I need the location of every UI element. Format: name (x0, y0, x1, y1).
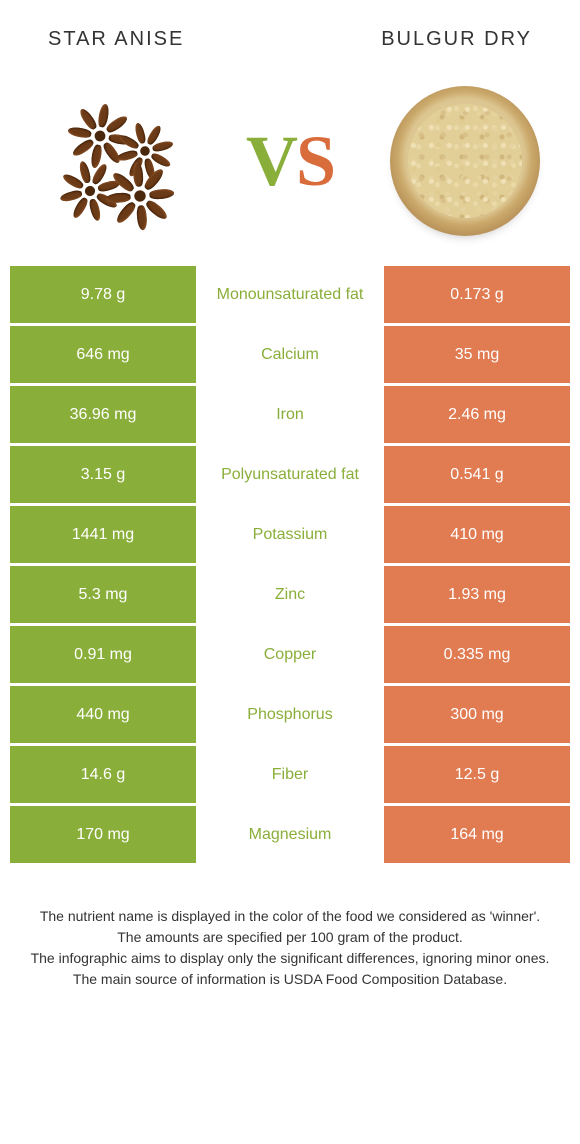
left-value: 36.96 mg (10, 386, 196, 443)
left-value: 440 mg (10, 686, 196, 743)
nutrient-label: Zinc (196, 566, 384, 623)
nutrient-label: Magnesium (196, 806, 384, 863)
footer-line: The nutrient name is displayed in the co… (28, 906, 552, 927)
left-value: 3.15 g (10, 446, 196, 503)
right-food-title: BULGUR DRY (381, 28, 532, 51)
table-row: 5.3 mgZinc1.93 mg (10, 566, 570, 623)
vs-s: S (296, 121, 334, 201)
nutrient-table: 9.78 gMonounsaturated fat0.173 g646 mgCa… (10, 266, 570, 863)
bulgur-image (380, 76, 550, 246)
nutrient-label: Potassium (196, 506, 384, 563)
right-value: 12.5 g (384, 746, 570, 803)
nutrient-label: Monounsaturated fat (196, 266, 384, 323)
right-value: 1.93 mg (384, 566, 570, 623)
footer-line: The main source of information is USDA F… (28, 969, 552, 990)
left-value: 170 mg (10, 806, 196, 863)
vs-label: VS (246, 125, 334, 197)
table-row: 0.91 mgCopper0.335 mg (10, 626, 570, 683)
table-row: 1441 mgPotassium410 mg (10, 506, 570, 563)
vs-v: V (246, 121, 296, 201)
right-value: 300 mg (384, 686, 570, 743)
left-value: 1441 mg (10, 506, 196, 563)
nutrient-label: Iron (196, 386, 384, 443)
right-value: 164 mg (384, 806, 570, 863)
nutrient-label: Copper (196, 626, 384, 683)
table-row: 3.15 gPolyunsaturated fat0.541 g (10, 446, 570, 503)
table-row: 9.78 gMonounsaturated fat0.173 g (10, 266, 570, 323)
star-anise-image (30, 76, 200, 246)
left-value: 9.78 g (10, 266, 196, 323)
left-value: 0.91 mg (10, 626, 196, 683)
right-value: 0.335 mg (384, 626, 570, 683)
footer-notes: The nutrient name is displayed in the co… (0, 866, 580, 990)
nutrient-label: Phosphorus (196, 686, 384, 743)
left-value: 14.6 g (10, 746, 196, 803)
footer-line: The infographic aims to display only the… (28, 948, 552, 969)
table-row: 646 mgCalcium35 mg (10, 326, 570, 383)
right-value: 410 mg (384, 506, 570, 563)
nutrient-label: Fiber (196, 746, 384, 803)
right-value: 0.541 g (384, 446, 570, 503)
left-food-title: STAR ANISE (48, 28, 184, 51)
hero-row: VS (0, 61, 580, 266)
right-value: 2.46 mg (384, 386, 570, 443)
table-row: 36.96 mgIron2.46 mg (10, 386, 570, 443)
header: STAR ANISE BULGUR DRY (0, 0, 580, 61)
nutrient-label: Calcium (196, 326, 384, 383)
right-value: 0.173 g (384, 266, 570, 323)
table-row: 170 mgMagnesium164 mg (10, 806, 570, 863)
right-value: 35 mg (384, 326, 570, 383)
nutrient-label: Polyunsaturated fat (196, 446, 384, 503)
table-row: 14.6 gFiber12.5 g (10, 746, 570, 803)
left-value: 646 mg (10, 326, 196, 383)
table-row: 440 mgPhosphorus300 mg (10, 686, 570, 743)
footer-line: The amounts are specified per 100 gram o… (28, 927, 552, 948)
left-value: 5.3 mg (10, 566, 196, 623)
